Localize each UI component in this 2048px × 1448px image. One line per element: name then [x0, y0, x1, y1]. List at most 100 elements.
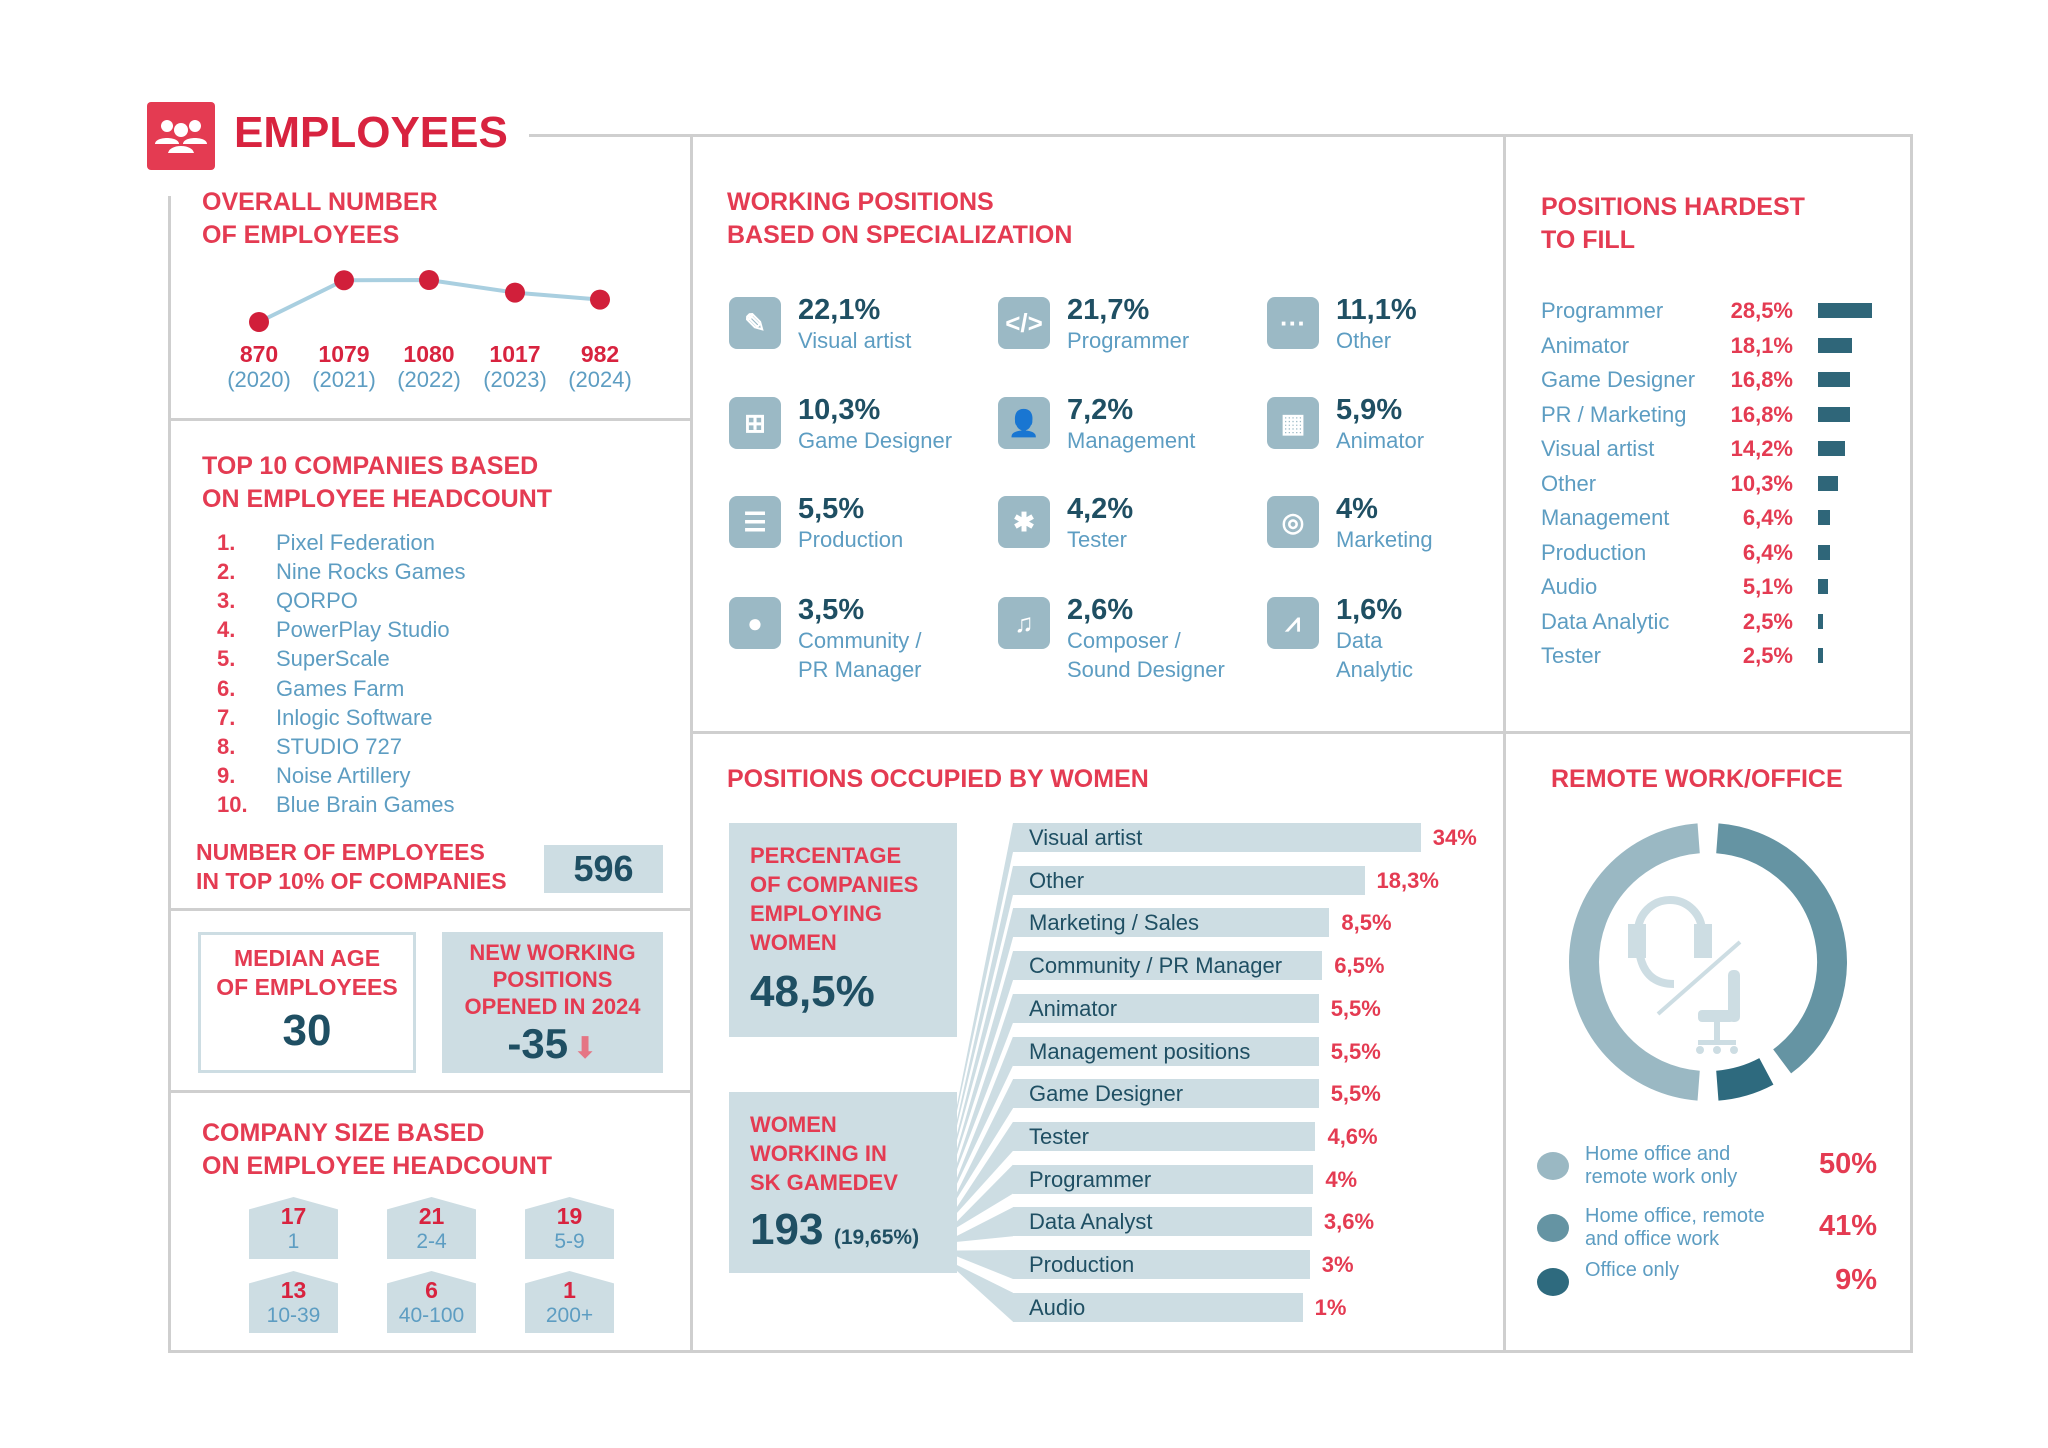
specialization-value: 22,1%	[798, 294, 881, 326]
specialization-label: Game Designer	[798, 428, 953, 453]
women-bar	[1013, 1207, 1312, 1237]
company-name: Nine Rocks Games	[276, 559, 466, 585]
connector	[957, 865, 1013, 1126]
legend-swatch	[1537, 1268, 1569, 1296]
connector	[957, 951, 1013, 1155]
hardest-label: Production	[1541, 539, 1647, 565]
divider-h4	[690, 731, 1912, 734]
overall-title: OVERALL NUMBER OF EMPLOYEES	[202, 188, 438, 249]
divider-h2	[168, 908, 692, 911]
hardest-bar	[1818, 510, 1831, 525]
specialization-value: 2,6%	[1067, 594, 1134, 626]
company-name: PowerPlay Studio	[276, 617, 450, 643]
header-rule	[529, 134, 1913, 137]
specialization-value: 5,9%	[1336, 394, 1403, 426]
people-group-icon	[147, 102, 215, 170]
hardest-label: Programmer	[1541, 298, 1664, 323]
company-name: Blue Brain Games	[276, 791, 455, 817]
specialization-value: 3,5%	[798, 594, 865, 626]
women-bar-value: 8,5%	[1341, 910, 1392, 936]
median-age-value: 30	[282, 1006, 332, 1055]
rank-number: 9.	[217, 762, 236, 788]
specialization-value: 7,2%	[1067, 394, 1134, 426]
women-bar-value: 3%	[1321, 1252, 1354, 1277]
specialization-value: 5,5%	[798, 493, 865, 525]
company-name: STUDIO 727	[276, 733, 402, 759]
hardest-value: 2,5%	[1742, 643, 1793, 668]
data-point	[249, 312, 269, 332]
women-bar	[1013, 865, 1365, 895]
women-bar-value: 4,6%	[1327, 1123, 1378, 1149]
specialization-label: Management	[1067, 428, 1196, 453]
rank-number: 7.	[217, 704, 236, 730]
more-icon: ···	[1267, 297, 1319, 349]
data-point	[590, 289, 610, 310]
women-bar	[1013, 908, 1330, 938]
headset-icon	[1628, 896, 1712, 988]
x-tick-label: (2022)	[397, 367, 461, 392]
code-icon: </>	[998, 297, 1050, 349]
hardest-label: Animator	[1541, 332, 1630, 358]
rank-number: 6.	[217, 675, 236, 701]
women-bar	[1013, 1121, 1316, 1151]
target-icon: ◎	[1267, 496, 1319, 548]
hardest-label: Visual artist	[1541, 436, 1655, 461]
women-bar	[1013, 951, 1323, 981]
women-bar	[1013, 1250, 1310, 1279]
specialization-label: Other	[1336, 328, 1392, 353]
film-icon: ▦	[1267, 397, 1319, 449]
value-label: 982	[581, 341, 619, 367]
hardest-value: 28,5%	[1730, 298, 1793, 323]
legend-swatch	[1537, 1152, 1569, 1180]
company-size-tile: 17 1	[249, 1197, 338, 1259]
arrow-down-icon: ⬇	[572, 1032, 598, 1065]
hardest-value: 16,8%	[1730, 367, 1793, 392]
x-tick-label: (2021)	[312, 367, 376, 392]
company-name: Noise Artillery	[276, 762, 411, 788]
data-point	[334, 270, 354, 291]
divider-h3	[168, 1090, 692, 1093]
rank-number: 10.	[217, 791, 248, 817]
women-bar-value: 34%	[1432, 825, 1477, 850]
remote-donut-chart	[1569, 823, 1847, 1101]
company-name: SuperScale	[276, 646, 390, 672]
women-companies-card: PERCENTAGE OF COMPANIES EMPLOYING WOMEN …	[729, 823, 957, 1037]
women-companies-label: PERCENTAGE OF COMPANIES EMPLOYING WOMEN	[750, 843, 919, 955]
connector	[957, 1079, 1013, 1199]
specialization-value: 10,3%	[798, 394, 881, 426]
specialization-label: Production	[798, 527, 904, 552]
value-label: 1080	[403, 341, 454, 367]
legend-value: 41%	[1818, 1210, 1877, 1242]
hardest-title: POSITIONS HARDEST TO FILL	[1541, 193, 1805, 254]
hardest-label: Tester	[1541, 643, 1601, 668]
women-bar-label: Production	[1029, 1252, 1135, 1277]
hardest-bar	[1818, 579, 1828, 594]
women-companies-value: 48,5%	[750, 967, 875, 1016]
data-point	[419, 270, 439, 290]
women-bar	[1013, 1079, 1319, 1109]
rank-number: 4.	[217, 617, 236, 643]
company-size-tile: 1 200+	[525, 1271, 614, 1333]
specialization-label: Programmer	[1067, 328, 1190, 353]
specialization-value: 11,1%	[1336, 294, 1417, 326]
women-bar-label: Management positions	[1029, 1038, 1251, 1064]
hardest-value: 5,1%	[1742, 574, 1793, 599]
x-tick-label: (2020)	[227, 367, 291, 392]
specialization-label: Visual artist	[798, 328, 912, 353]
frame-bottom	[168, 1350, 1913, 1353]
specialization-title: WORKING POSITIONS BASED ON SPECIALIZATIO…	[727, 188, 1073, 249]
office-chair-icon	[1696, 970, 1740, 1054]
legend-label: Home office and remote work only	[1585, 1143, 1738, 1188]
hardest-value: 14,2%	[1730, 436, 1793, 461]
hardest-value: 6,4%	[1742, 505, 1793, 530]
company-count: 17	[280, 1203, 307, 1229]
rank-number: 5.	[217, 646, 236, 672]
employee-range: 200+	[545, 1304, 594, 1327]
women-bar-value: 6,5%	[1334, 953, 1385, 979]
value-label: 1017	[489, 341, 540, 367]
company-count: 1	[563, 1277, 576, 1303]
hardest-bar	[1818, 372, 1850, 387]
connector	[957, 1207, 1013, 1242]
connector	[957, 1164, 1013, 1228]
